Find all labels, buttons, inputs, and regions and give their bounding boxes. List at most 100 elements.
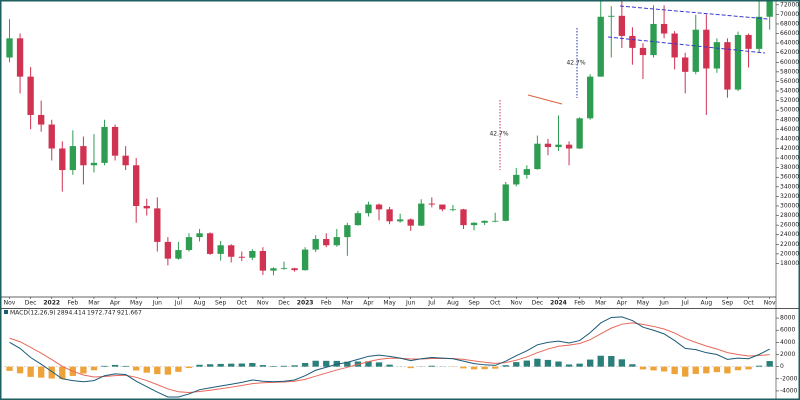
candle-body: [396, 219, 404, 222]
y-tick-label: 8000: [780, 315, 795, 322]
histogram-bar: [365, 361, 372, 367]
candle-body: [101, 126, 108, 163]
y-tick-label: 34000: [780, 183, 799, 190]
x-tick-label: Nov: [4, 300, 16, 307]
candle-body: [111, 126, 119, 156]
candle-body: [48, 124, 55, 149]
histogram-bar: [6, 366, 13, 371]
histogram-bar: [650, 366, 657, 371]
histogram-bar: [228, 363, 235, 367]
y-tick-label: 54000: [780, 88, 799, 95]
candle-body: [354, 213, 362, 226]
price-panel: [6, 0, 773, 276]
histogram-bar: [133, 366, 140, 371]
histogram-bar: [111, 364, 119, 367]
candle-body: [301, 249, 309, 271]
x-tick-label: Jul: [174, 300, 183, 307]
y-tick-label: 20000: [780, 250, 799, 257]
histogram-bar: [154, 366, 161, 375]
candle-body: [407, 219, 414, 226]
candle-body: [671, 33, 678, 58]
candle-body: [280, 268, 288, 270]
histogram-bar: [217, 363, 224, 367]
histogram-bar: [280, 365, 288, 367]
histogram-bar: [481, 366, 488, 370]
histogram-bar: [766, 361, 773, 367]
candle-body: [534, 143, 541, 170]
histogram-bar: [513, 362, 520, 367]
y-tick-label: 2000: [780, 351, 795, 358]
y-tick-label: 26000: [780, 222, 799, 229]
x-tick-label: Sep: [468, 300, 480, 307]
candle-body: [418, 203, 425, 226]
candle-body: [259, 251, 267, 271]
x-tick-label: Oct: [743, 300, 754, 307]
candle-body: [375, 204, 383, 210]
candle-body: [206, 233, 214, 254]
histogram-bar: [755, 365, 763, 367]
candle-body: [80, 146, 87, 166]
y-tick-label: 62000: [780, 49, 799, 56]
y-tick-label: 64000: [780, 40, 799, 47]
histogram-bar: [608, 355, 615, 367]
histogram-bar: [196, 364, 203, 367]
x-tick-label: Dec: [25, 300, 37, 307]
y-tick-label: 28000: [780, 212, 799, 219]
x-tick-label: Jul: [681, 300, 690, 307]
histogram-bar: [80, 366, 87, 374]
candle-body: [164, 241, 172, 259]
candle-body: [439, 204, 446, 210]
y-tick-label: 42000: [780, 145, 799, 152]
y-tick-label: 72000: [780, 1, 799, 8]
candle-body: [217, 245, 224, 254]
candle-body: [745, 34, 752, 49]
x-tick-label: Mar: [595, 300, 607, 307]
channel-line: [607, 36, 766, 54]
y-tick-label: 4000: [780, 339, 795, 346]
x-tick-label: Feb: [574, 300, 585, 307]
histogram-bar: [618, 359, 626, 367]
x-tick-label: 2024: [550, 300, 567, 307]
candle-body: [491, 220, 499, 222]
y-tick-label: 48000: [780, 116, 799, 123]
histogram-bar: [38, 366, 45, 378]
x-tick-label: Feb: [68, 300, 79, 307]
y-tick-label: 32000: [780, 193, 799, 200]
y-tick-label: 68000: [780, 20, 799, 27]
histogram-bar: [587, 359, 594, 367]
candle-body: [143, 205, 150, 209]
candle-body: [692, 29, 699, 72]
histogram-bar: [660, 366, 668, 372]
histogram-bar: [639, 366, 647, 370]
candle-body: [724, 42, 731, 90]
candle-body: [38, 114, 45, 125]
candle-body: [470, 222, 478, 226]
candle-body: [228, 245, 235, 257]
candle-body: [323, 239, 330, 246]
histogram-bar: [143, 366, 150, 373]
x-tick-label: May: [383, 300, 396, 307]
axes: 1800020000220002400026000280003000032000…: [4, 1, 800, 394]
candle-body: [555, 144, 562, 148]
y-tick-label: 60000: [780, 59, 799, 66]
legend-title: MACD(12,26,9): [10, 310, 56, 317]
candle-body: [618, 15, 626, 36]
histogram-bar: [27, 366, 34, 377]
candle-body: [333, 237, 340, 246]
histogram-bar: [291, 365, 298, 367]
y-tick-label: 52000: [780, 97, 799, 104]
macd-panel: [0, 316, 776, 398]
x-tick-label: Nov: [764, 300, 776, 307]
histogram-bar: [90, 366, 98, 371]
histogram-bar: [270, 366, 277, 367]
candle-body: [755, 16, 763, 49]
legend-value: 2894.414: [57, 310, 86, 317]
candle-body: [713, 42, 721, 69]
histogram-bar: [386, 364, 393, 367]
x-tick-label: Jun: [152, 300, 163, 307]
x-tick-label: Sep: [722, 300, 734, 307]
candle-body: [650, 23, 657, 56]
y-tick-label: -2000: [780, 375, 798, 382]
drawings: 42.7% 42.7%: [489, 5, 769, 170]
